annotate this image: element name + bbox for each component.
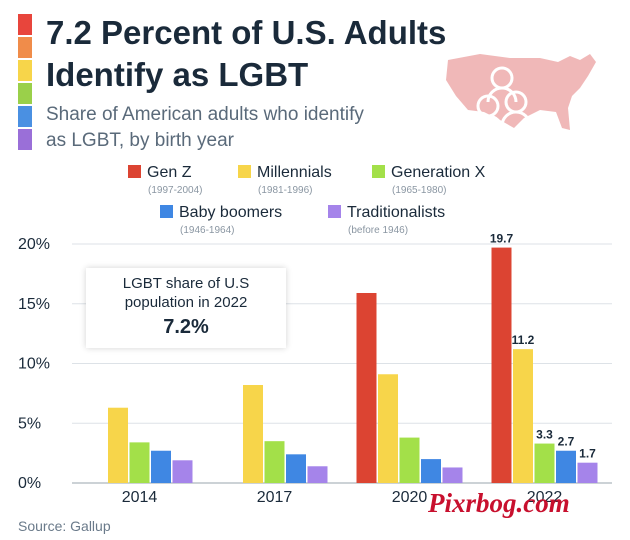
bar <box>556 450 576 483</box>
legend-swatch <box>328 205 341 218</box>
bar <box>356 292 377 483</box>
y-tick-label: 0% <box>18 475 41 492</box>
data-label: 2.7 <box>558 435 575 449</box>
x-tick-label: 2020 <box>392 489 428 506</box>
watermark: Pixrbog.com <box>428 488 570 518</box>
chart-legend: Gen Z (1997-2004) Millennials (1981-1996… <box>0 164 630 244</box>
legend-range: (1997-2004) <box>148 185 203 196</box>
bar <box>513 349 533 483</box>
rainbow-yellow <box>18 60 32 81</box>
bar <box>172 460 193 483</box>
rainbow-bar <box>18 14 32 152</box>
legend-item-millennials: Millennials (1981-1996) <box>238 164 332 196</box>
legend-label: Gen Z <box>147 164 192 181</box>
legend-item-generation-x: Generation X (1965-1980) <box>372 164 485 196</box>
rainbow-orange <box>18 37 32 58</box>
bar <box>534 443 555 483</box>
rainbow-green <box>18 83 32 104</box>
y-tick-label: 20% <box>18 236 50 253</box>
data-label: 11.2 <box>512 333 535 347</box>
data-label: 1.7 <box>579 447 596 461</box>
legend-label: Baby boomers <box>179 204 283 221</box>
bar <box>399 437 420 483</box>
legend-label: Traditionalists <box>347 204 446 221</box>
legend-item-gen-z: Gen Z (1997-2004) <box>128 164 202 196</box>
bar <box>577 462 598 483</box>
callout-line-1: LGBT share of U.S <box>122 275 250 292</box>
y-tick-label: 15% <box>18 296 50 313</box>
legend-swatch <box>128 165 141 178</box>
legend-label: Millennials <box>257 164 332 181</box>
bar <box>307 466 328 483</box>
bar <box>151 450 171 483</box>
chart-title: 7.2 Percent of U.S. Adults Identify as L… <box>46 14 447 93</box>
data-label: 19.7 <box>490 232 514 246</box>
data-label: 3.3 <box>536 428 553 442</box>
legend-item-baby-boomers: Baby boomers (1946-1964) <box>160 204 282 236</box>
legend-swatch <box>238 165 251 178</box>
callout-line-2: population in 2022 <box>124 294 248 311</box>
bar <box>286 454 306 483</box>
us-map-people-icon <box>446 54 596 131</box>
bar <box>264 441 285 483</box>
callout-value: 7.2% <box>163 316 209 338</box>
legend-item-traditionalists: Traditionalists (before 1946) <box>328 204 445 236</box>
callout-box: LGBT share of U.S population in 2022 7.2… <box>86 268 286 348</box>
rainbow-red <box>18 14 32 35</box>
bar <box>491 247 512 483</box>
legend-swatch <box>160 205 173 218</box>
rainbow-purple <box>18 129 32 150</box>
y-tick-label: 5% <box>18 415 41 432</box>
bar <box>378 374 398 483</box>
source-note: Source: Gallup <box>18 518 111 534</box>
legend-range: (1981-1996) <box>258 185 313 196</box>
legend-range: (1946-1964) <box>180 225 235 236</box>
legend-label: Generation X <box>391 164 486 181</box>
legend-range: (1965-1980) <box>392 185 447 196</box>
x-tick-label: 2014 <box>122 489 158 506</box>
legend-swatch <box>372 165 385 178</box>
x-tick-label: 2022 <box>527 489 563 506</box>
y-tick-label: 10% <box>18 356 50 373</box>
people-glyphs <box>472 66 532 131</box>
bar <box>243 385 263 483</box>
legend-range: (before 1946) <box>348 225 409 236</box>
bar <box>108 407 128 483</box>
x-tick-label: 2017 <box>257 489 293 506</box>
bar <box>442 467 463 483</box>
chart-subtitle: Share of American adults who identify as… <box>46 104 364 151</box>
bar <box>129 442 150 483</box>
bar <box>421 459 441 483</box>
rainbow-blue <box>18 106 32 127</box>
